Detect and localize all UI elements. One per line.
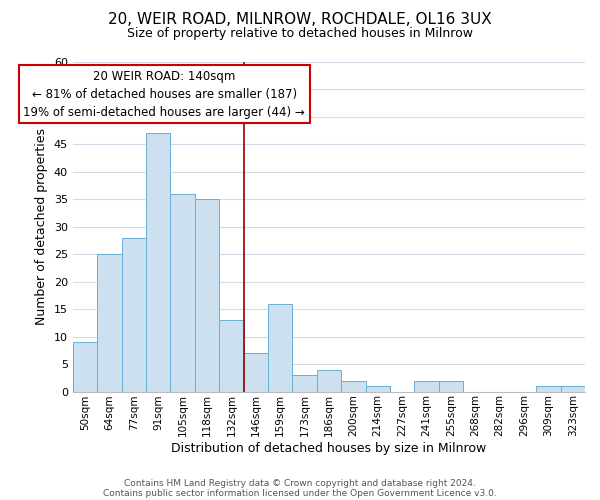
- X-axis label: Distribution of detached houses by size in Milnrow: Distribution of detached houses by size …: [171, 442, 487, 455]
- Y-axis label: Number of detached properties: Number of detached properties: [35, 128, 48, 325]
- Bar: [414, 380, 439, 392]
- Bar: [268, 304, 292, 392]
- Text: 20 WEIR ROAD: 140sqm
← 81% of detached houses are smaller (187)
19% of semi-deta: 20 WEIR ROAD: 140sqm ← 81% of detached h…: [23, 70, 305, 119]
- Text: 20, WEIR ROAD, MILNROW, ROCHDALE, OL16 3UX: 20, WEIR ROAD, MILNROW, ROCHDALE, OL16 3…: [108, 12, 492, 28]
- Bar: [97, 254, 122, 392]
- Bar: [73, 342, 97, 392]
- Bar: [292, 375, 317, 392]
- Text: Contains public sector information licensed under the Open Government Licence v3: Contains public sector information licen…: [103, 488, 497, 498]
- Bar: [122, 238, 146, 392]
- Bar: [536, 386, 560, 392]
- Bar: [317, 370, 341, 392]
- Bar: [146, 133, 170, 392]
- Bar: [439, 380, 463, 392]
- Bar: [560, 386, 585, 392]
- Bar: [244, 353, 268, 392]
- Bar: [195, 199, 219, 392]
- Bar: [341, 380, 365, 392]
- Text: Size of property relative to detached houses in Milnrow: Size of property relative to detached ho…: [127, 28, 473, 40]
- Text: Contains HM Land Registry data © Crown copyright and database right 2024.: Contains HM Land Registry data © Crown c…: [124, 478, 476, 488]
- Bar: [170, 194, 195, 392]
- Bar: [219, 320, 244, 392]
- Bar: [365, 386, 390, 392]
